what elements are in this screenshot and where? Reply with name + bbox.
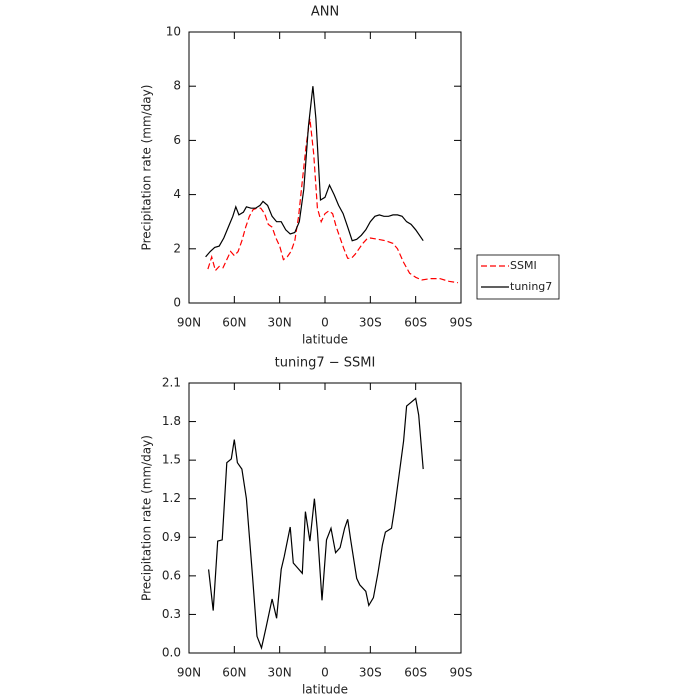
y-tick-label: 0.0: [162, 646, 181, 660]
y-tick-label: 0.3: [162, 607, 181, 621]
plot-frame: [188, 31, 462, 304]
legend-label: tuning7: [510, 280, 552, 293]
y-tick-label: 0.9: [162, 530, 181, 544]
x-tick-label: 30N: [268, 666, 292, 680]
chart-title: tuning7 − SSMI: [275, 356, 376, 371]
x-axis-label: latitude: [302, 333, 348, 347]
x-tick-label: 60N: [222, 666, 246, 680]
y-tick-label: 8: [173, 79, 181, 93]
x-tick-label: 60N: [222, 316, 246, 330]
y-tick-label: 10: [166, 25, 181, 39]
y-tick-label: 2: [173, 241, 181, 255]
x-tick-label: 90S: [450, 666, 473, 680]
data-line: [205, 86, 424, 258]
y-tick-label: 1.8: [162, 414, 181, 428]
data-line: [207, 118, 459, 284]
x-tick-label: 30S: [359, 666, 382, 680]
x-axis-label: latitude: [302, 683, 348, 697]
y-tick-label: 0.6: [162, 568, 181, 582]
y-tick-label: 0: [173, 296, 181, 310]
y-tick-label: 1.2: [162, 491, 181, 505]
chart-title: ANN: [311, 5, 339, 20]
legend-label: SSMI: [510, 259, 537, 272]
data-line: [208, 397, 424, 650]
x-tick-label: 60S: [404, 316, 427, 330]
x-tick-label: 90S: [450, 316, 473, 330]
x-tick-label: 90N: [177, 316, 201, 330]
x-tick-label: 60S: [404, 666, 427, 680]
x-tick-label: 30N: [268, 316, 292, 330]
y-axis-label: Precipitation rate (mm/day): [140, 85, 154, 251]
legend-box: [476, 254, 560, 300]
x-tick-label: 0: [321, 316, 329, 330]
y-tick-label: 6: [173, 133, 181, 147]
x-tick-label: 90N: [177, 666, 201, 680]
x-tick-label: 0: [321, 666, 329, 680]
y-axis-label: Precipitation rate (mm/day): [140, 435, 154, 601]
y-tick-label: 1.5: [162, 453, 181, 467]
x-tick-label: 30S: [359, 316, 382, 330]
y-tick-label: 4: [173, 187, 181, 201]
plot-frame: [188, 382, 462, 654]
y-tick-label: 2.1: [162, 376, 181, 390]
